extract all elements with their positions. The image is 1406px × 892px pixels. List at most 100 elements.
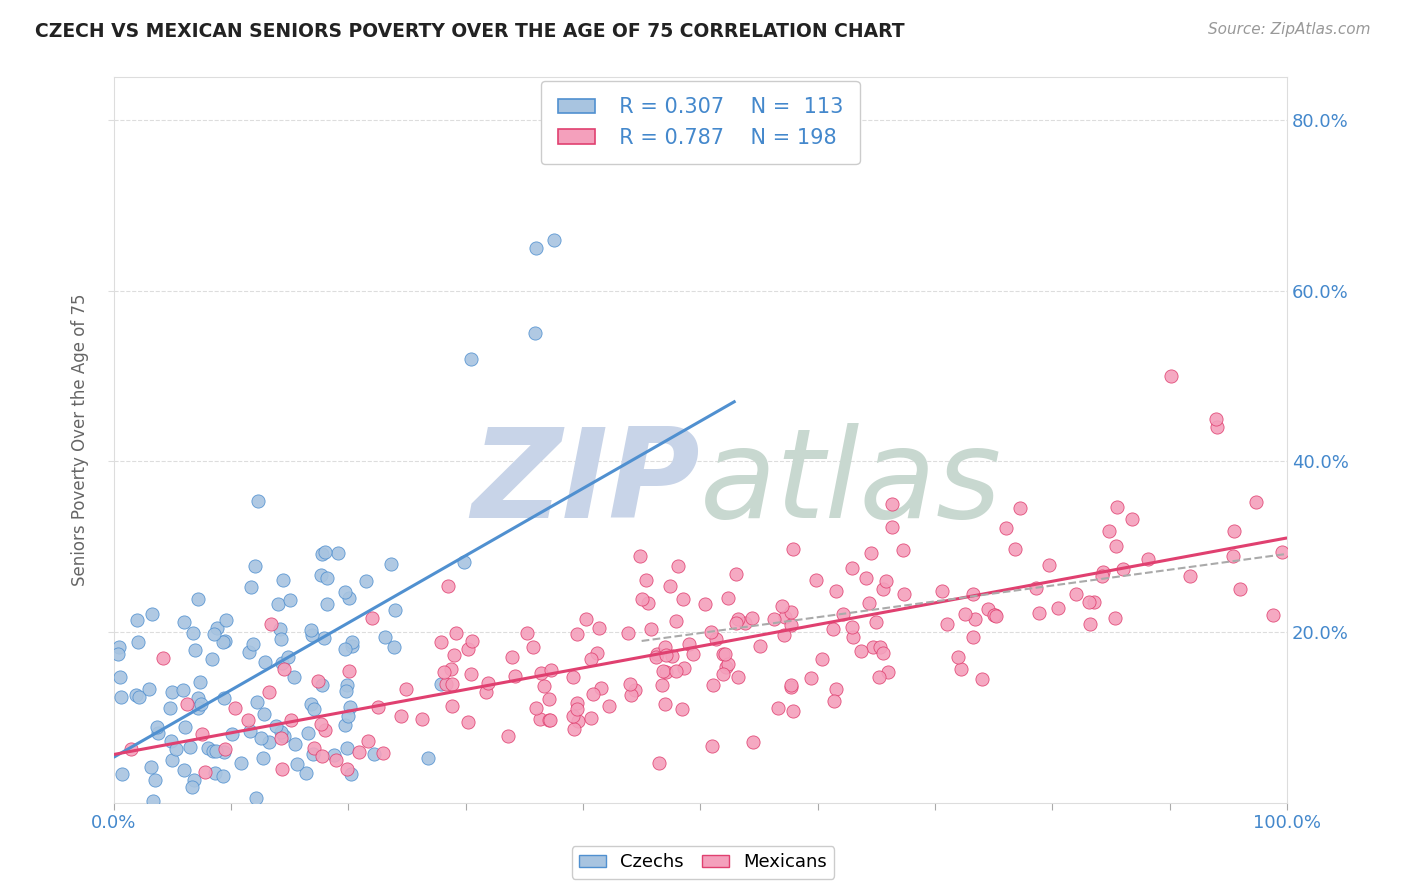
Point <box>1229 582 1251 596</box>
Point <box>763 612 786 626</box>
Point <box>142 794 165 808</box>
Point <box>181 780 204 794</box>
Point <box>855 571 877 585</box>
Point <box>1223 524 1246 538</box>
Point <box>565 702 588 716</box>
Point <box>1271 545 1294 559</box>
Point <box>429 677 451 691</box>
Point <box>962 630 984 644</box>
Point <box>711 666 734 681</box>
Point <box>780 680 803 694</box>
Point <box>246 493 269 508</box>
Point <box>700 739 723 753</box>
Point <box>724 567 747 582</box>
Point <box>380 557 402 571</box>
Point <box>800 671 823 685</box>
Point <box>190 697 212 711</box>
Point <box>138 681 160 696</box>
Point <box>935 617 957 632</box>
Point <box>187 591 209 606</box>
Point <box>700 625 723 640</box>
Point <box>139 759 162 773</box>
Point <box>128 690 150 704</box>
Point <box>673 661 696 675</box>
Point <box>460 666 482 681</box>
Point <box>976 602 998 616</box>
Point <box>311 568 333 582</box>
Point <box>205 621 228 635</box>
Point <box>579 652 602 666</box>
Text: Source: ZipAtlas.com: Source: ZipAtlas.com <box>1208 22 1371 37</box>
Point <box>1105 500 1128 514</box>
Point <box>239 724 262 739</box>
Point <box>280 714 302 728</box>
Point <box>347 745 370 759</box>
Point <box>565 696 588 710</box>
Point <box>214 634 236 648</box>
Point <box>591 681 613 695</box>
Point <box>522 640 544 655</box>
Point <box>823 694 845 708</box>
Text: CZECH VS MEXICAN SENIORS POVERTY OVER THE AGE OF 75 CORRELATION CHART: CZECH VS MEXICAN SENIORS POVERTY OVER TH… <box>35 22 905 41</box>
Point <box>562 670 585 684</box>
Point <box>654 697 676 711</box>
Point <box>983 608 1005 623</box>
Point <box>1077 595 1099 609</box>
Point <box>160 734 183 748</box>
Point <box>533 679 555 693</box>
Point <box>579 711 602 725</box>
Point <box>869 640 891 654</box>
Point <box>1080 617 1102 632</box>
Point <box>716 660 738 674</box>
Point <box>1047 601 1070 615</box>
Point <box>441 677 464 691</box>
Point <box>181 625 204 640</box>
Point <box>145 720 167 734</box>
Point <box>173 763 195 777</box>
Point <box>770 599 793 613</box>
Point <box>436 579 458 593</box>
Point <box>416 751 439 765</box>
Point <box>141 607 163 622</box>
Point <box>477 676 499 690</box>
Point <box>214 741 236 756</box>
Point <box>648 756 671 770</box>
Point <box>524 701 547 715</box>
Point <box>453 555 475 569</box>
Point <box>628 549 651 563</box>
Point <box>1111 562 1133 576</box>
Point <box>311 748 333 763</box>
Point <box>340 635 363 649</box>
Point <box>637 596 659 610</box>
Point <box>880 520 903 534</box>
Point <box>339 766 361 780</box>
Point <box>862 640 884 654</box>
Point <box>779 605 801 619</box>
Point <box>267 597 290 611</box>
Point <box>1137 552 1160 566</box>
Point <box>242 636 264 650</box>
Point <box>283 670 305 684</box>
Point <box>714 647 737 661</box>
Point <box>240 580 263 594</box>
Point <box>382 640 405 654</box>
Point <box>269 623 291 637</box>
Point <box>654 640 676 654</box>
Point <box>245 558 267 573</box>
Point <box>538 713 561 727</box>
Point <box>831 607 853 621</box>
Point <box>543 233 565 247</box>
Point <box>585 646 607 660</box>
Point <box>211 769 233 783</box>
Point <box>617 625 640 640</box>
Point <box>271 573 294 587</box>
Point <box>337 591 360 605</box>
Point <box>661 649 683 664</box>
Point <box>1244 495 1267 509</box>
Point <box>860 546 883 560</box>
Point <box>768 701 790 715</box>
Point <box>335 683 357 698</box>
Point <box>567 714 589 729</box>
Point <box>252 751 274 765</box>
Point <box>172 682 194 697</box>
